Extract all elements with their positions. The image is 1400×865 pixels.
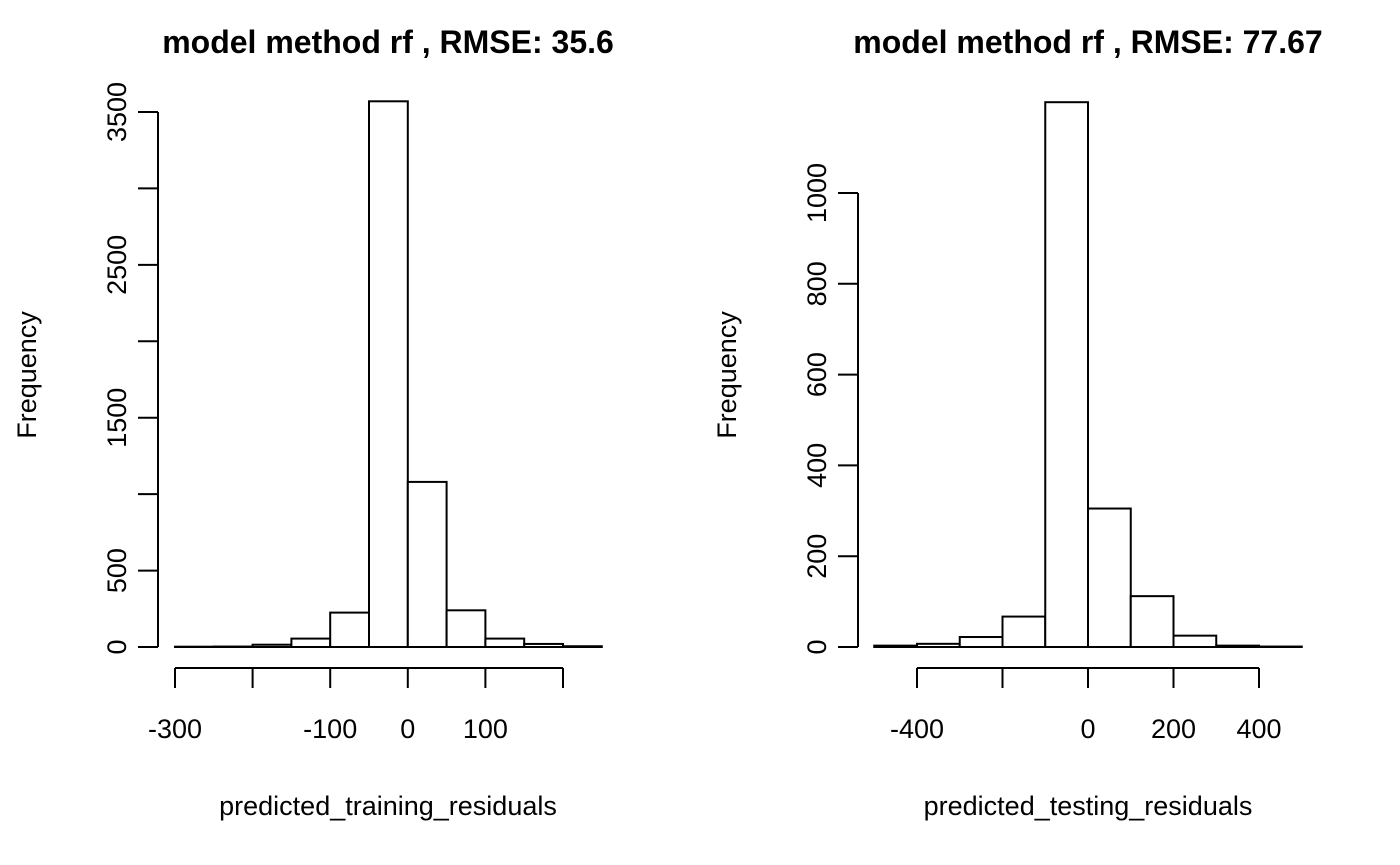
x-axis-label: predicted_testing_residuals bbox=[924, 791, 1253, 821]
y-tick-label: 200 bbox=[802, 534, 832, 579]
histogram-bar bbox=[1044, 101, 1089, 648]
testing-histogram-panel: model method rf , RMSE: 77.67 predicted_… bbox=[712, 24, 1323, 821]
histogram-bar bbox=[1172, 634, 1218, 649]
bars-group bbox=[174, 100, 603, 649]
y-tick-label: 0 bbox=[802, 639, 832, 654]
y-axis: 0 200 400 600 800 1000 bbox=[802, 163, 859, 655]
x-tick-label: 400 bbox=[1236, 714, 1281, 744]
histogram-bar bbox=[1001, 615, 1047, 648]
y-tick-label: 1000 bbox=[802, 163, 832, 223]
histogram-bar bbox=[916, 642, 961, 649]
y-tick-label: 500 bbox=[102, 548, 132, 593]
chart-title: model method rf , RMSE: 35.6 bbox=[162, 24, 614, 60]
y-tick-label: 1500 bbox=[102, 388, 132, 448]
y-tick-label: 600 bbox=[802, 352, 832, 397]
x-axis: -400 0 200 400 bbox=[890, 667, 1282, 744]
x-axis-label: predicted_training_residuals bbox=[219, 791, 557, 821]
chart-title: model method rf , RMSE: 77.67 bbox=[853, 24, 1322, 60]
histogram-bar bbox=[1215, 644, 1260, 649]
bars-group bbox=[873, 101, 1303, 649]
x-tick-label: -400 bbox=[890, 714, 944, 744]
x-tick-label: 200 bbox=[1151, 714, 1196, 744]
y-tick-label: 3500 bbox=[102, 82, 132, 142]
histogram-bar bbox=[406, 480, 448, 648]
histogram-bar bbox=[1129, 595, 1175, 648]
histogram-bar bbox=[484, 637, 526, 648]
histogram-bar bbox=[1087, 507, 1132, 648]
histogram-bar bbox=[368, 100, 409, 649]
x-tick-label: -300 bbox=[148, 714, 202, 744]
y-axis-label: Frequency bbox=[712, 311, 742, 439]
histogram-bar bbox=[329, 611, 371, 648]
training-histogram-panel: model method rf , RMSE: 35.6 predicted_t… bbox=[12, 24, 614, 821]
y-tick-label: 400 bbox=[802, 443, 832, 488]
y-tick-label: 2500 bbox=[102, 235, 132, 295]
x-tick-label: 0 bbox=[400, 714, 415, 744]
x-tick-label: 100 bbox=[463, 714, 508, 744]
histogram-bar bbox=[958, 636, 1004, 649]
y-axis: 0 500 1500 2500 3500 bbox=[102, 82, 159, 655]
y-tick-label: 800 bbox=[802, 261, 832, 306]
histogram-bar bbox=[290, 637, 332, 648]
y-axis-label: Frequency bbox=[12, 311, 42, 439]
histogram-bar bbox=[251, 643, 293, 649]
y-tick-label: 0 bbox=[102, 639, 132, 654]
x-tick-label: 0 bbox=[1080, 714, 1095, 744]
histogram-bar bbox=[562, 645, 603, 649]
x-axis: -300 -100 0 100 bbox=[148, 667, 564, 744]
histogram-bar bbox=[523, 642, 565, 649]
histogram-bar bbox=[445, 609, 487, 648]
x-tick-label: -100 bbox=[303, 714, 357, 744]
histogram-bar bbox=[873, 644, 918, 649]
